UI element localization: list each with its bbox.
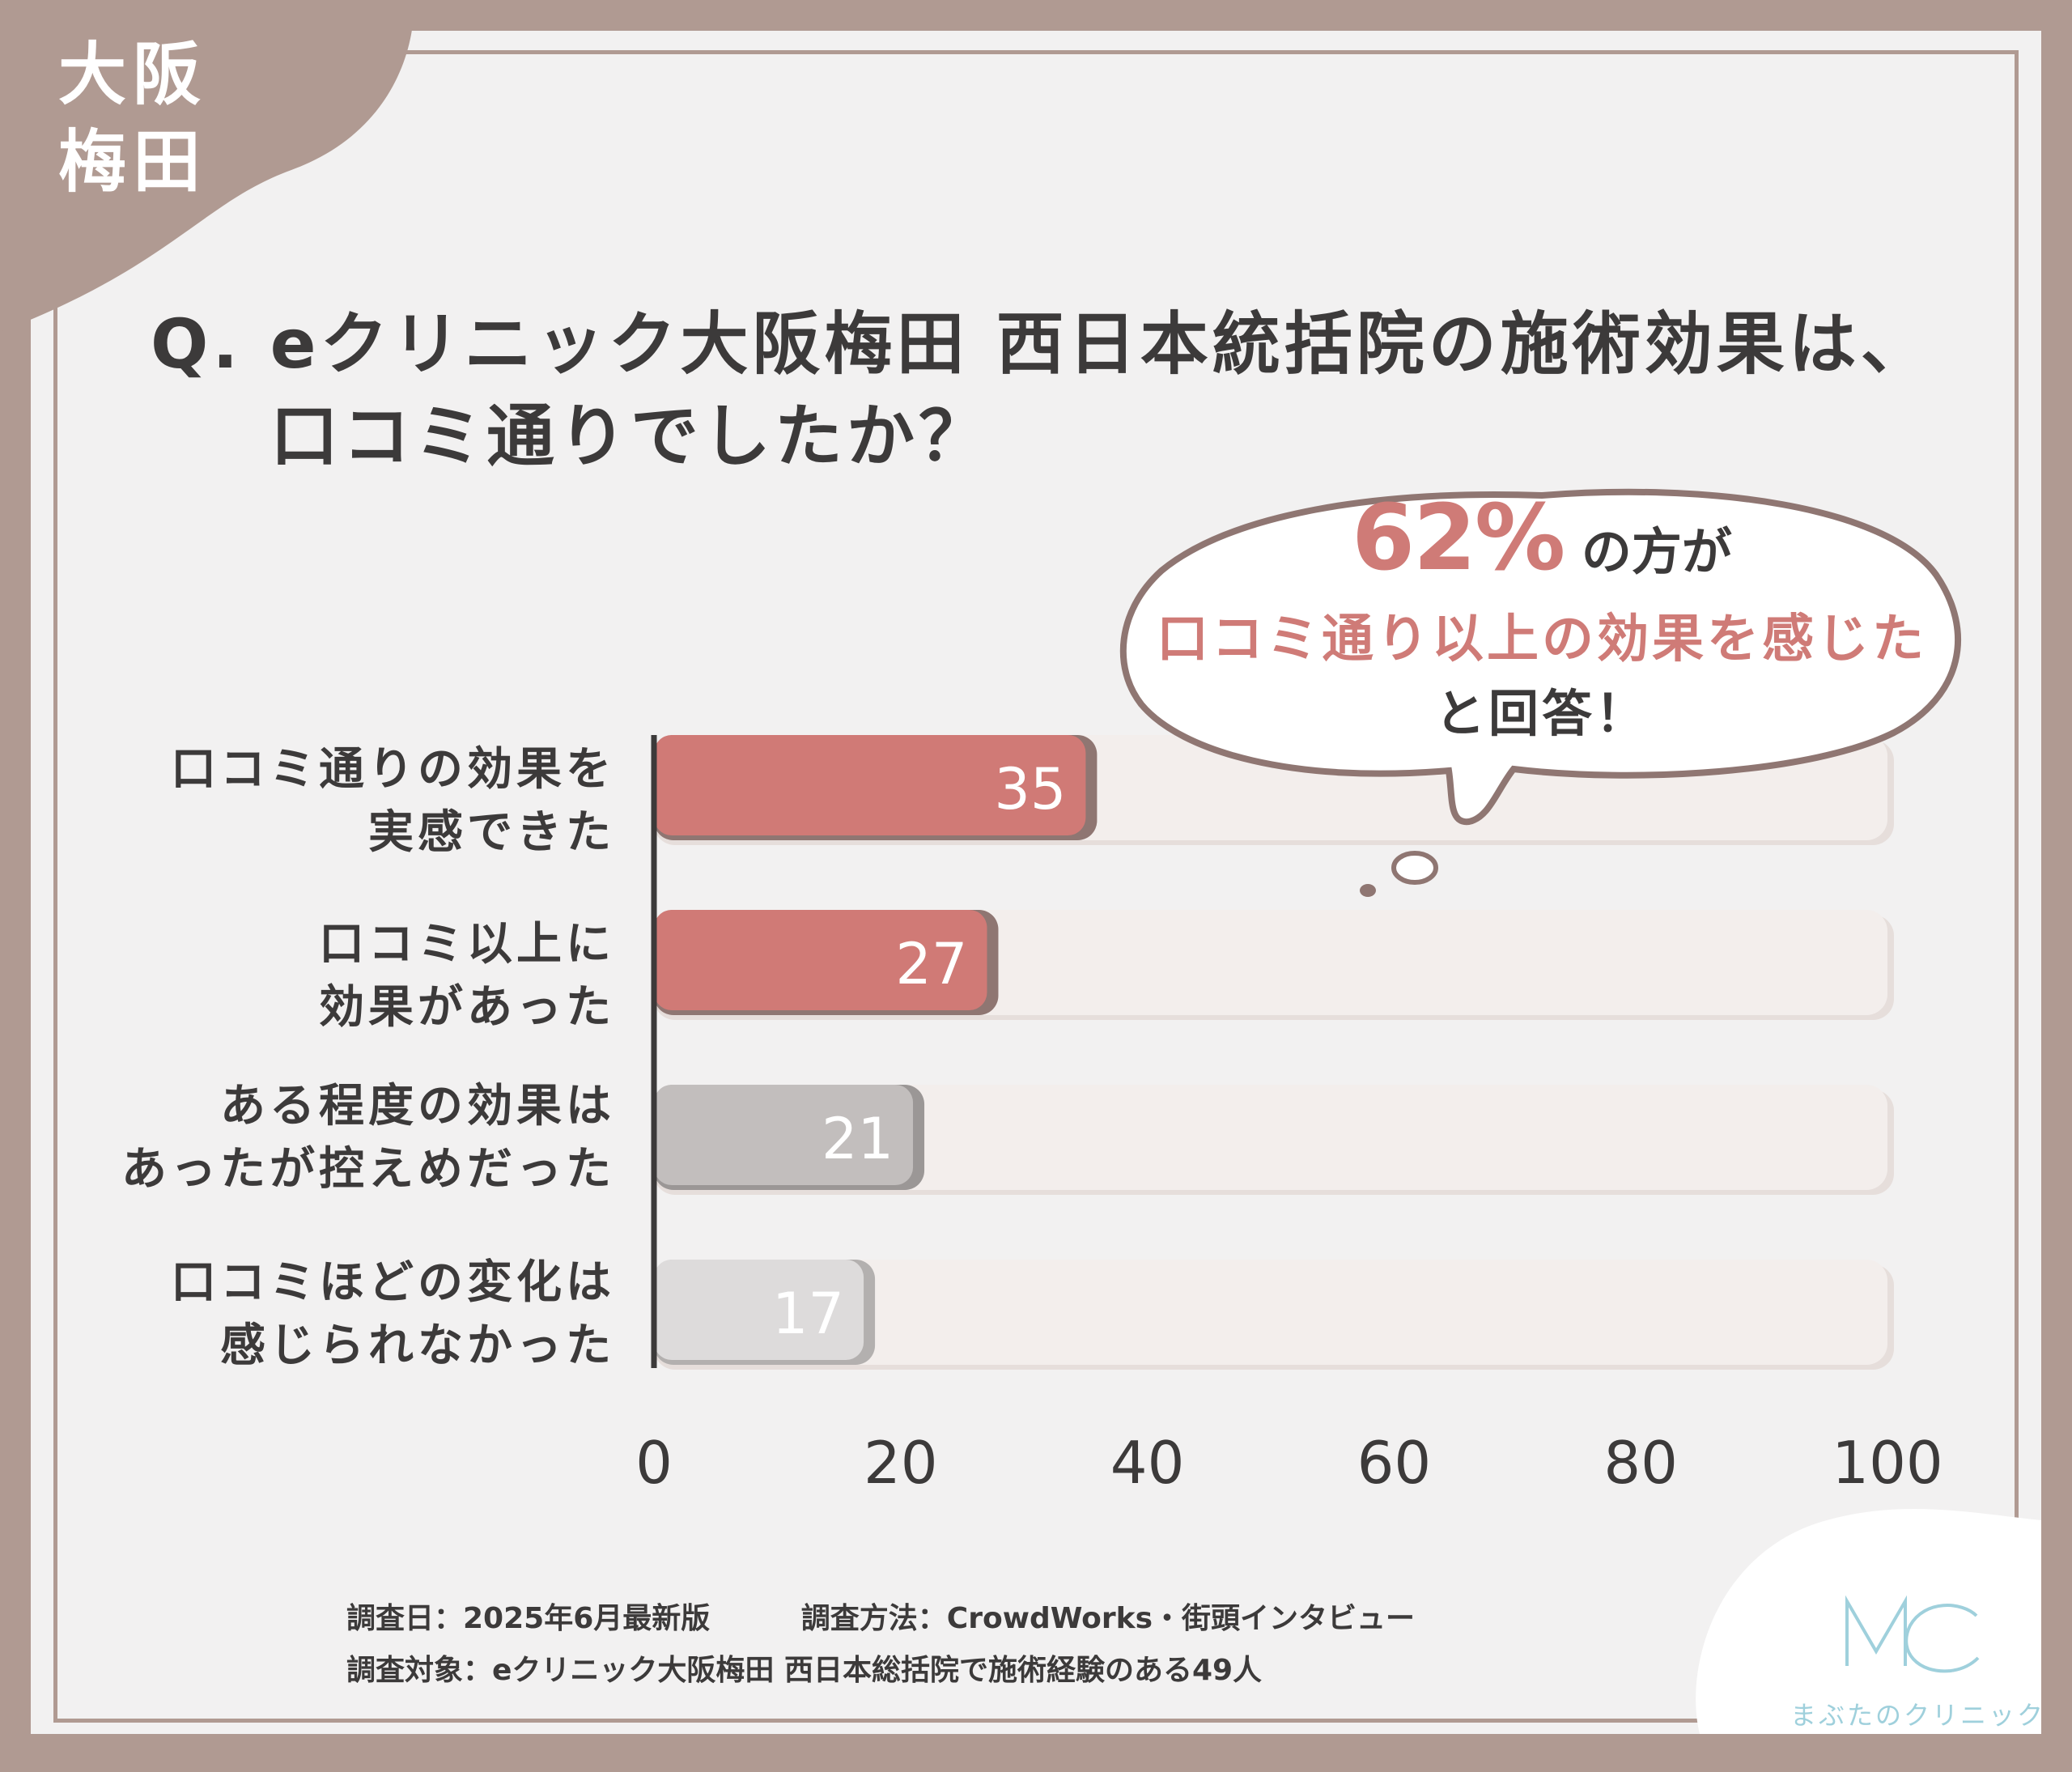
category-label-4: 口コミほどの変化は 感じられなかった <box>171 1251 615 1378</box>
bar-value-label-2: 27 <box>895 931 967 997</box>
bar-value-label-4: 17 <box>772 1281 844 1347</box>
x-tick-label-60: 60 <box>1357 1429 1432 1497</box>
callout-tail: と回答！ <box>1434 684 1649 743</box>
callout-percent: 62% <box>1352 486 1565 591</box>
category-label-2: 口コミ以上に 効果があった <box>319 913 615 1039</box>
callout-percent-suffix: の方が <box>1581 522 1732 581</box>
x-tick-label-0: 0 <box>635 1429 673 1497</box>
footer-method: 調査方法：CrowdWorks・街頭インタビュー <box>800 1602 1416 1635</box>
x-tick-label-100: 100 <box>1832 1429 1942 1497</box>
x-tick-label-80: 80 <box>1603 1429 1678 1497</box>
bar-4 <box>654 1260 864 1360</box>
category-label-1: 口コミ通りの効果を 実感できた <box>171 738 615 865</box>
question-line2: 口コミ通りでしたか？ <box>270 397 991 476</box>
category-label-3-line1: ある程度の効果は <box>220 1080 615 1132</box>
bar-track-4 <box>654 1260 1887 1365</box>
bar-1 <box>654 735 1086 835</box>
x-tick-label-20: 20 <box>864 1429 938 1497</box>
clinic-logo-name: まぶたのクリニック <box>1790 1700 2046 1731</box>
category-label-1-line1: 口コミ通りの効果を <box>171 743 615 796</box>
footer-target: 調査対象：eクリニック大阪梅田 西日本総括院で施術経験のある49人 <box>346 1654 1263 1687</box>
bar-3 <box>654 1085 914 1185</box>
bar-value-label-1: 35 <box>994 756 1066 822</box>
bar-2 <box>654 910 987 1010</box>
category-label-4-line1: 口コミほどの変化は <box>171 1256 615 1309</box>
category-label-4-line2: 感じられなかった <box>220 1319 615 1372</box>
category-label-3-line2: あったが控えめだった <box>121 1143 615 1196</box>
callout-highlight: 口コミ通り以上の効果を感じた <box>1157 610 1927 669</box>
category-label-3: ある程度の効果は あったが控えめだった <box>121 1075 615 1201</box>
corner-badge: 大阪 梅田 <box>58 31 207 206</box>
survey-footer: 調査日：2025年6月最新版 調査方法：CrowdWorks・街頭インタビュー … <box>346 1593 1415 1697</box>
category-label-2-line1: 口コミ以上に <box>319 918 615 971</box>
bar-value-label-3: 21 <box>822 1106 894 1172</box>
footer-date: 調査日：2025年6月最新版 <box>346 1602 711 1635</box>
bar-track-3 <box>654 1085 1887 1190</box>
question-title: Q. eクリニック大阪梅田 西日本統括院の施術効果は、 口コミ通りでしたか？ <box>151 298 1933 482</box>
corner-badge-line1: 大阪 <box>58 35 208 114</box>
callout: 62% の方が 口コミ通り以上の効果を感じた と回答！ <box>1129 490 1955 750</box>
category-label-2-line2: 効果があった <box>319 981 615 1034</box>
corner-badge-line2: 梅田 <box>58 122 208 202</box>
category-label-1-line2: 実感できた <box>368 806 615 859</box>
x-tick-label-40: 40 <box>1110 1429 1185 1497</box>
question-line1: Q. eクリニック大阪梅田 西日本統括院の施術効果は、 <box>151 304 1933 384</box>
